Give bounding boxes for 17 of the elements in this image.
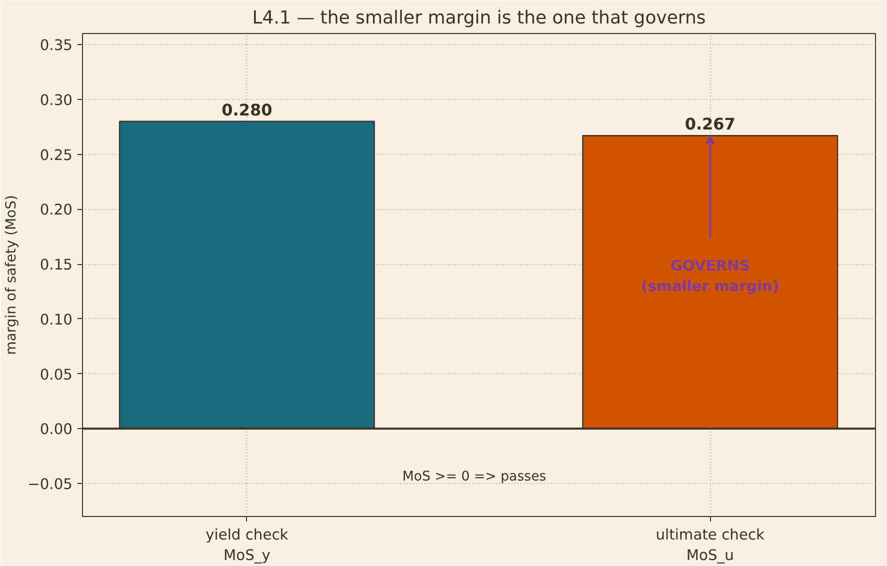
y-tick-label: 0.05 bbox=[40, 366, 73, 384]
y-tick-label: 0.30 bbox=[40, 92, 73, 109]
y-tick-label: 0.20 bbox=[40, 202, 73, 219]
y-tick-label: 0.10 bbox=[40, 311, 73, 328]
chart-title: L4.1 — the smaller margin is the one that governs bbox=[252, 8, 706, 28]
y-tick-label: −0.05 bbox=[28, 476, 73, 494]
y-tick-label: 0.00 bbox=[40, 421, 73, 438]
data-label: 0.280 bbox=[222, 100, 272, 120]
y-tick-label: 0.25 bbox=[40, 146, 73, 164]
x-tick-label: ultimate check MoS_u bbox=[656, 526, 766, 564]
y-tick-label: 0.35 bbox=[40, 36, 73, 54]
data-label: 0.267 bbox=[684, 114, 736, 134]
annotation: MoS >= 0 => passes bbox=[402, 469, 546, 484]
annotation: GOVERNS (smaller margin) bbox=[641, 258, 780, 295]
y-axis-title: margin of safety (MoS) bbox=[4, 195, 20, 355]
x-tick-label: yield check MoS_y bbox=[206, 526, 289, 564]
y-tick-label: 0.15 bbox=[40, 256, 73, 274]
